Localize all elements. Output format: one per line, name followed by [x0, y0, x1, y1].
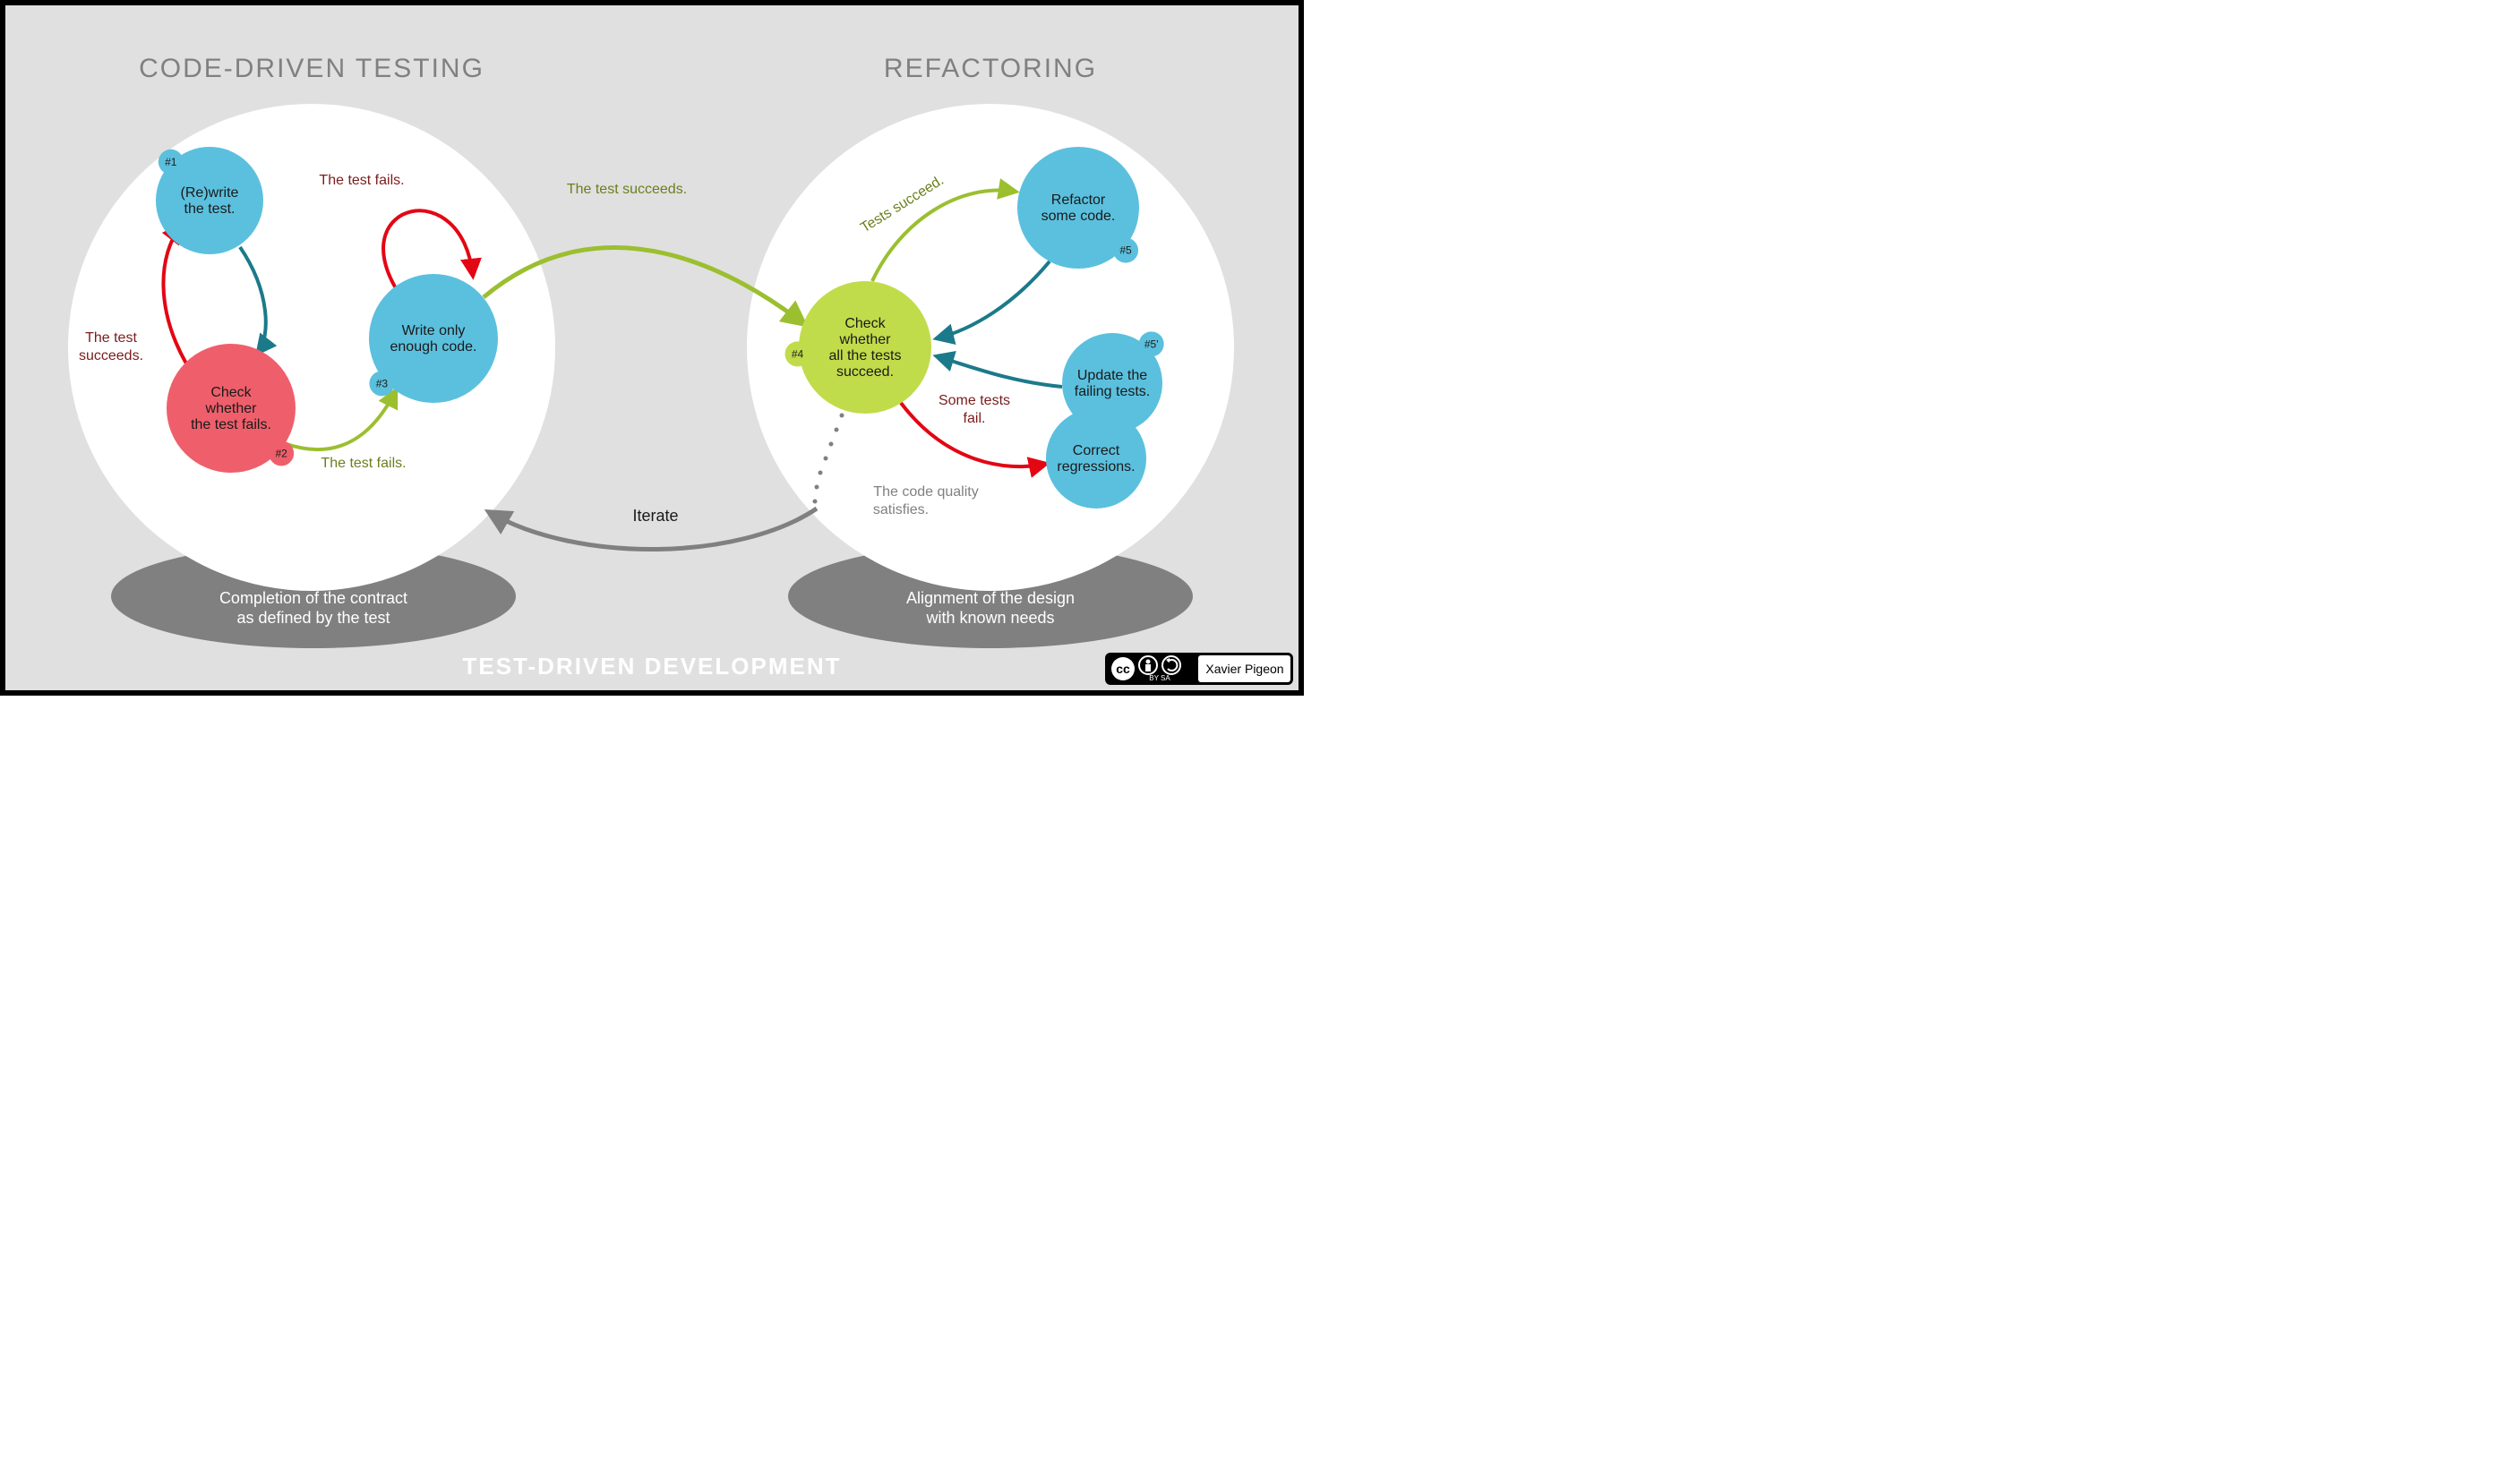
node-n5: Refactorsome code. #5	[1017, 147, 1139, 269]
node-label: the test fails.	[191, 417, 271, 432]
node-label: Write only	[402, 323, 466, 338]
node-label: Correct	[1073, 443, 1120, 458]
title-left: CODE-DRIVEN TESTING	[139, 54, 484, 83]
dotted-point	[815, 485, 819, 490]
node-label: failing tests.	[1075, 384, 1150, 399]
badge-label: #3	[376, 377, 389, 389]
node-label: enough code.	[390, 339, 477, 355]
edge-label: The code quality	[873, 484, 978, 500]
node-n1: (Re)writethe test. #1	[156, 147, 263, 254]
node-label: the test.	[184, 201, 236, 217]
edge-label: Iterate	[632, 507, 678, 525]
badge-label: #2	[275, 447, 287, 459]
edge-label: The test fails.	[321, 456, 406, 471]
edge-label: The test	[85, 330, 137, 346]
title-right: REFACTORING	[884, 54, 1097, 83]
node-label: (Re)write	[181, 185, 239, 201]
dotted-point	[840, 414, 844, 418]
dotted-point	[824, 457, 828, 461]
node-label: regressions.	[1057, 459, 1135, 474]
node-label: whether	[839, 332, 892, 347]
node-label: Check	[844, 316, 886, 331]
node-label: Check	[210, 385, 252, 400]
edge-label: satisfies.	[873, 502, 929, 517]
focus-left-heading: _focus_	[284, 569, 342, 588]
focus-left-line1: Completion of the contract	[219, 589, 407, 607]
focus-right-line1: Alignment of the design	[906, 589, 1075, 607]
node-label: Refactor	[1051, 192, 1106, 208]
focus-right-line2: with known needs	[925, 609, 1054, 627]
node-label: all the tests	[829, 348, 902, 363]
edge-label: Some tests	[939, 393, 1010, 408]
diagram-canvas: CODE-DRIVEN TESTINGREFACTORING(Re)writet…	[5, 5, 1299, 690]
node-label: some code.	[1041, 209, 1116, 224]
edge-label: succeeds.	[79, 348, 143, 363]
bottom-title: TEST-DRIVEN DEVELOPMENT	[462, 653, 841, 680]
license-author: Xavier Pigeon	[1205, 662, 1283, 676]
focus-right-heading: _focus_	[961, 569, 1019, 588]
dotted-point	[829, 442, 834, 447]
node-n5p_bot: Correctregressions.	[1046, 408, 1146, 509]
node-label: whether	[205, 401, 258, 416]
badge-label: #5	[1119, 244, 1132, 257]
focus-left-line2: as defined by the test	[236, 609, 390, 627]
dotted-point	[819, 471, 823, 475]
edge-label: The test fails.	[319, 173, 404, 188]
node-label: succeed.	[836, 364, 894, 380]
node-n3: Write onlyenough code. #3	[369, 274, 498, 403]
node-label: Update the	[1077, 368, 1147, 383]
license-badge: cc BY SA Xavier Pigeon	[1105, 653, 1293, 685]
badge-label: #1	[165, 156, 177, 168]
edge-label: The test succeeds.	[567, 182, 687, 197]
svg-text:cc: cc	[1116, 662, 1130, 676]
license-by-sa: BY SA	[1149, 674, 1170, 682]
edge-label: fail.	[964, 411, 986, 426]
dotted-point	[835, 428, 839, 432]
badge-label: #4	[792, 347, 804, 360]
diagram-frame: CODE-DRIVEN TESTINGREFACTORING(Re)writet…	[0, 0, 1304, 696]
badge-label: #5'	[1144, 338, 1159, 350]
node-n2: Checkwhetherthe test fails. #2	[167, 344, 296, 473]
dotted-point	[813, 500, 818, 504]
